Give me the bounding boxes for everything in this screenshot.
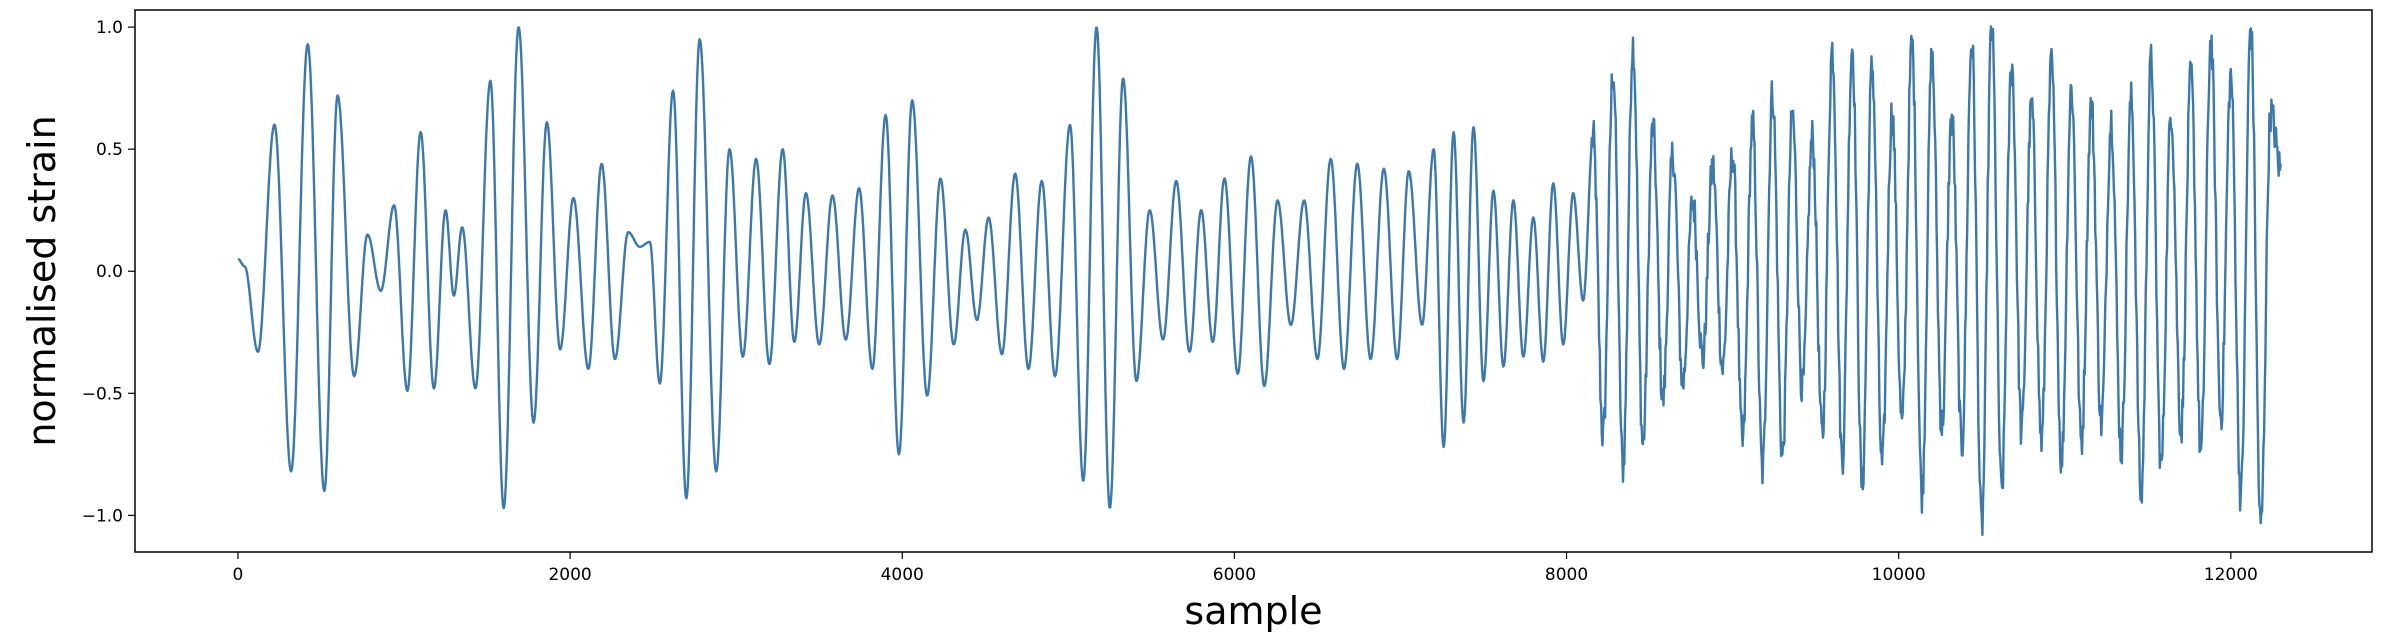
- x-tick-label: 12000: [2204, 565, 2258, 585]
- x-tick-label: 6000: [1213, 565, 1256, 585]
- x-tick-label: 10000: [1872, 565, 1926, 585]
- y-axis: 1.0 0.5 0.0 −0.5 −1.0: [82, 18, 135, 526]
- y-tick-label: −1.0: [82, 506, 123, 526]
- y-tick-label: 0.0: [96, 262, 123, 282]
- y-tick-label: −0.5: [82, 384, 123, 404]
- y-axis-label: normalised strain: [20, 115, 64, 446]
- x-tick-label: 0: [233, 565, 244, 585]
- series-layer: [237, 25, 2282, 537]
- x-tick-label: 2000: [548, 565, 591, 585]
- x-axis-label: sample: [1184, 589, 1322, 633]
- y-tick-label: 0.5: [96, 140, 123, 160]
- series-line: [237, 25, 2282, 537]
- plot-frame: [134, 9, 2373, 553]
- x-axis: 0 2000 4000 6000 8000 10000 12000: [233, 552, 2258, 585]
- x-tick-label: 8000: [1545, 565, 1588, 585]
- y-tick-label: 1.0: [96, 18, 123, 38]
- x-tick-label: 4000: [881, 565, 924, 585]
